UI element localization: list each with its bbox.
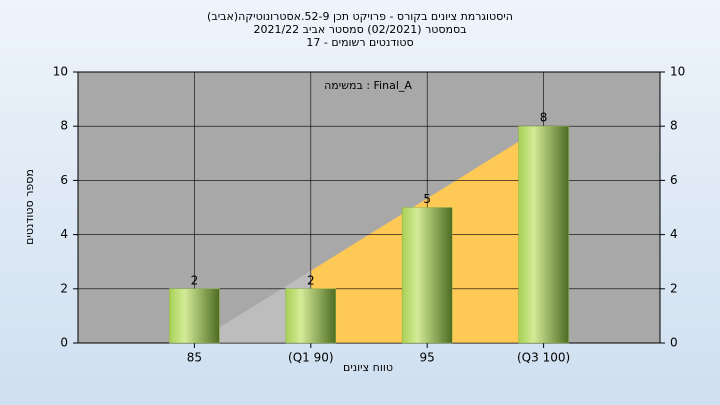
value-label: 2 [191, 273, 199, 287]
bar [518, 125, 569, 344]
y-axis-label: מספר סטודנטים [23, 169, 36, 245]
title-line: בסמסטר (02/2021) סמסטר אביב 2021/22 [253, 23, 466, 36]
x-tick-label: (Q3 100) [517, 351, 570, 365]
y-tick-label: 6 [60, 173, 68, 187]
x-tick-label: 95 [420, 351, 435, 365]
distribution-shade [194, 270, 311, 343]
x-axis-label: טווח ציונים [343, 361, 393, 374]
x-tick-label: 85 [187, 351, 202, 365]
y2-tick-label: 4 [670, 227, 678, 241]
y-tick-label: 0 [60, 336, 68, 350]
bar [169, 288, 220, 344]
y-tick-label: 2 [60, 281, 68, 295]
annotation: במשימה : Final_A [324, 79, 412, 92]
title-line: סטודנטים רשומים - 17 [306, 36, 413, 49]
bar [285, 288, 337, 344]
y2-tick-label: 10 [670, 65, 685, 79]
value-label: 5 [423, 192, 431, 206]
bar [401, 207, 453, 344]
y-tick-label: 4 [60, 227, 68, 241]
y-tick-label: 10 [53, 65, 68, 79]
x-tick-label: (Q1 90) [288, 351, 334, 365]
value-label: 8 [540, 111, 548, 125]
y2-tick-label: 0 [670, 336, 678, 350]
y2-tick-label: 2 [670, 281, 678, 295]
y-tick-label: 8 [60, 119, 68, 133]
value-label: 2 [307, 273, 315, 287]
y2-tick-label: 8 [670, 119, 678, 133]
y2-tick-label: 6 [670, 173, 678, 187]
title-line: (היסטוגרמת ציונים בקורס - פרויקט תכן 52-… [207, 10, 513, 23]
